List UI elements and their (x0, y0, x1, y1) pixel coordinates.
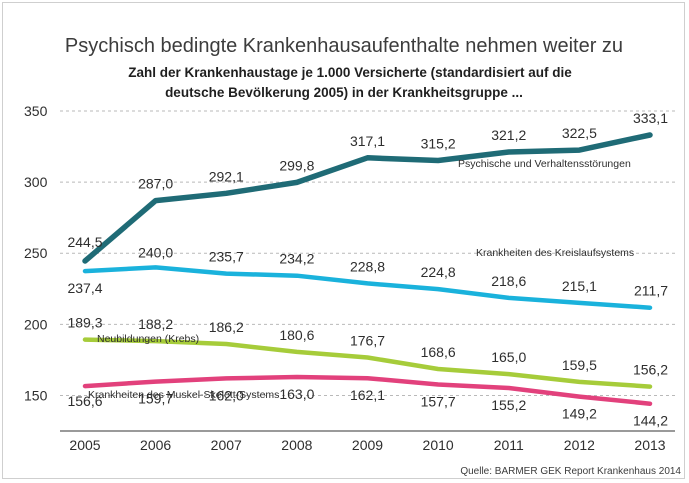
data-label-4-2005: 156,6 (67, 393, 102, 409)
data-label-4-2013: 144,2 (633, 413, 668, 429)
data-label-2-2013: 211,7 (634, 283, 668, 299)
chart-frame (2, 2, 685, 479)
data-label-3-2009: 176,7 (350, 332, 385, 348)
data-label-4-2007: 162,0 (209, 387, 244, 403)
series-line-3 (82, 337, 653, 389)
data-label-2-2011: 218,6 (491, 273, 526, 289)
series-lines (82, 132, 653, 406)
data-label-3-2011: 165,0 (491, 349, 526, 365)
data-label-2-2012: 215,1 (562, 278, 597, 294)
data-label-3-2005: 189,3 (67, 315, 102, 331)
series-label-psych: Psychische und Verhaltensstörungen (458, 158, 631, 170)
data-label-1-2009: 317,1 (350, 133, 385, 149)
data-label-1-2011: 321,2 (491, 127, 526, 143)
x-tick-label-2009: 2009 (352, 437, 383, 453)
data-label-1-2012: 322,5 (562, 125, 597, 141)
data-label-3-2008: 180,6 (279, 327, 314, 343)
data-label-1-2005: 244,5 (67, 234, 102, 250)
data-label-4-2008: 163,0 (279, 386, 314, 402)
data-label-4-2011: 155,2 (491, 397, 526, 413)
data-label-2-2005: 237,4 (67, 280, 102, 296)
y-tick-label-350: 350 (24, 103, 48, 119)
x-tick-label-2005: 2005 (69, 437, 100, 453)
data-label-2-2007: 235,7 (209, 249, 244, 265)
series-line-4 (82, 374, 653, 406)
x-tick-label-2011: 2011 (494, 437, 524, 453)
chart-subtitle-line-2: deutsche Bevölkerung 2005) in der Krankh… (165, 85, 523, 100)
data-label-3-2006: 188,2 (138, 316, 173, 332)
data-label-2-2006: 240,0 (138, 244, 173, 260)
y-axis-ticks: 150 200 250 300 350 (24, 103, 48, 403)
data-labels: 244,5 287,0 292,1 299,8 317,1 315,2 321,2 322,5… (67, 110, 668, 429)
series-line-2 (82, 265, 653, 310)
series-line-1 (82, 132, 653, 264)
data-label-1-2013: 333,1 (633, 110, 668, 126)
data-label-3-2007: 186,2 (209, 319, 244, 335)
series-label-neubildungen: Neubildungen (Krebs) (97, 333, 199, 345)
data-label-3-2013: 156,2 (633, 362, 668, 378)
x-axis-ticks: 2005 2006 2007 2008 2009 2010 2011 2012 2013 (69, 437, 665, 453)
x-tick-label-2010: 2010 (423, 437, 454, 453)
data-label-2-2010: 224,8 (421, 264, 456, 280)
data-label-1-2007: 292,1 (209, 168, 244, 184)
x-tick-label-2013: 2013 (634, 437, 665, 453)
data-label-1-2006: 287,0 (138, 176, 173, 192)
chart-title: Psychisch bedingte Krankenhausaufenthalt… (65, 35, 623, 57)
data-label-4-2010: 157,7 (421, 393, 456, 409)
series-label-kreislauf: Krankheiten des Kreislaufsystems (476, 247, 634, 259)
data-label-4-2012: 149,2 (562, 406, 597, 422)
x-tick-label-2008: 2008 (281, 437, 312, 453)
x-tick-label-2007: 2007 (211, 437, 242, 453)
data-label-4-2009: 162,1 (350, 387, 385, 403)
data-label-3-2012: 159,5 (562, 357, 597, 373)
data-label-4-2006: 159,7 (138, 391, 173, 407)
data-label-1-2008: 299,8 (279, 157, 314, 173)
y-tick-label-150: 150 (24, 387, 48, 403)
x-tick-label-2006: 2006 (140, 437, 171, 453)
data-label-2-2009: 228,8 (350, 258, 385, 274)
y-tick-label-200: 200 (24, 316, 48, 332)
series-label-muskel: Krankheiten des Muskel-Skelett-Systems (88, 389, 279, 401)
y-tick-label-250: 250 (24, 245, 48, 261)
chart-source: Quelle: BARMER GEK Report Krankenhaus 20… (460, 466, 681, 477)
data-label-3-2010: 168,6 (421, 344, 456, 360)
chart-subtitle-line-1: Zahl der Krankenhaustage je 1.000 Versic… (128, 65, 572, 80)
data-label-1-2010: 315,2 (421, 135, 456, 151)
x-tick-label-2012: 2012 (564, 437, 595, 453)
data-label-2-2008: 234,2 (279, 251, 314, 267)
y-tick-label-300: 300 (24, 174, 48, 190)
